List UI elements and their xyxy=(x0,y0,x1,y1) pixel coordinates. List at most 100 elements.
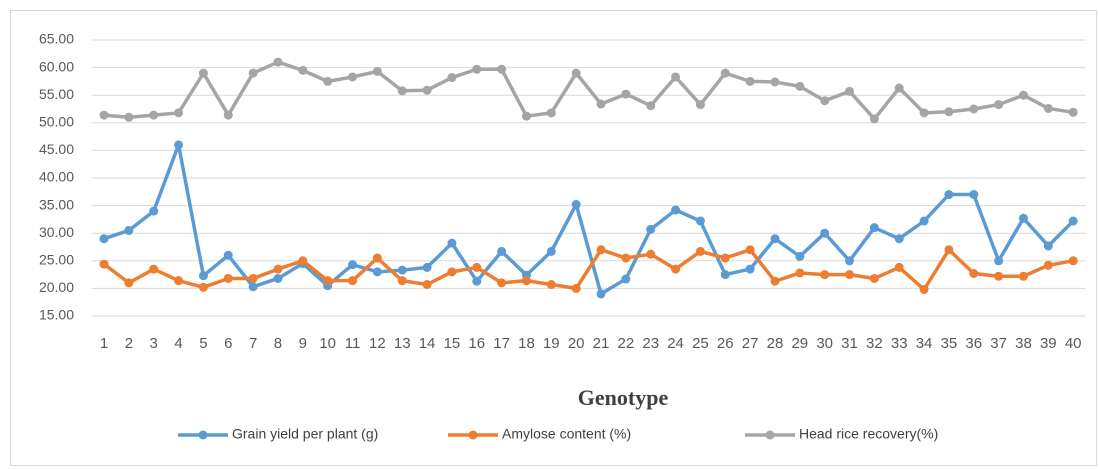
data-point xyxy=(820,96,830,106)
data-point xyxy=(795,81,805,91)
data-point xyxy=(546,108,556,118)
x-tick-label: 25 xyxy=(692,335,709,352)
data-point xyxy=(223,110,233,120)
data-point xyxy=(422,280,432,290)
x-tick-label: 36 xyxy=(965,335,982,352)
data-point xyxy=(198,271,208,281)
x-tick-label: 40 xyxy=(1065,335,1082,352)
data-point xyxy=(994,100,1004,110)
data-point xyxy=(869,273,879,283)
x-tick-label: 38 xyxy=(1015,335,1032,352)
series-line xyxy=(102,248,1074,292)
x-tick-label: 9 xyxy=(299,335,307,352)
data-point xyxy=(820,228,830,238)
data-point xyxy=(124,278,134,288)
data-point xyxy=(720,68,730,78)
series-line xyxy=(103,143,1075,296)
legend-label: Head rice recovery(%) xyxy=(799,426,938,442)
data-point xyxy=(298,256,308,266)
x-tick-label: 34 xyxy=(916,335,933,352)
data-point xyxy=(472,276,482,286)
data-point xyxy=(248,273,258,283)
data-point xyxy=(596,245,606,255)
data-point xyxy=(894,83,904,93)
x-tick-label: 15 xyxy=(444,335,461,352)
data-point xyxy=(944,245,954,255)
data-point xyxy=(745,264,755,274)
x-tick-label: 31 xyxy=(841,335,858,352)
data-point xyxy=(596,289,606,299)
x-tick-label: 24 xyxy=(667,335,684,352)
data-point xyxy=(472,64,482,74)
x-tick-label: 39 xyxy=(1040,335,1057,352)
data-point xyxy=(571,283,581,293)
data-point xyxy=(944,190,954,200)
data-point xyxy=(99,234,109,244)
data-point xyxy=(149,264,159,274)
data-point xyxy=(944,107,954,117)
data-point xyxy=(174,140,184,150)
data-point xyxy=(521,111,531,121)
data-point xyxy=(621,253,631,263)
data-point xyxy=(124,112,134,122)
data-point xyxy=(795,251,805,261)
data-point xyxy=(1018,90,1028,100)
data-point xyxy=(422,262,432,272)
data-point xyxy=(994,271,1004,281)
data-point xyxy=(621,274,631,284)
data-point xyxy=(671,72,681,82)
data-point xyxy=(99,110,109,120)
data-point xyxy=(770,234,780,244)
x-tick-label: 17 xyxy=(493,335,510,352)
data-point xyxy=(1043,241,1053,251)
data-point xyxy=(248,282,258,292)
data-point xyxy=(248,68,258,78)
data-point xyxy=(1018,271,1028,281)
data-point xyxy=(372,253,382,263)
data-point xyxy=(546,246,556,256)
data-point xyxy=(273,264,283,274)
y-tick-label: 55.00 xyxy=(39,86,74,102)
data-point xyxy=(521,276,531,286)
data-point xyxy=(99,259,109,269)
data-point xyxy=(671,205,681,215)
data-point xyxy=(397,265,407,275)
data-point xyxy=(1068,256,1078,266)
data-point xyxy=(919,285,929,295)
x-tick-label: 19 xyxy=(543,335,560,352)
data-point xyxy=(174,276,184,286)
data-point xyxy=(894,262,904,272)
data-point xyxy=(546,280,556,290)
x-tick-label: 20 xyxy=(568,335,585,352)
x-axis-title: Genotype xyxy=(578,385,669,410)
data-point xyxy=(348,72,358,82)
data-point xyxy=(497,246,507,256)
data-point xyxy=(571,199,581,209)
legend-marker xyxy=(198,430,208,440)
x-tick-label: 22 xyxy=(618,335,635,352)
x-tick-label: 4 xyxy=(174,335,182,352)
data-point xyxy=(447,73,457,83)
data-point xyxy=(894,234,904,244)
chart-border xyxy=(10,10,1097,466)
data-point xyxy=(969,104,979,114)
y-tick-label: 50.00 xyxy=(39,114,74,130)
data-point xyxy=(695,246,705,256)
x-tick-label: 2 xyxy=(125,335,133,352)
x-tick-label: 16 xyxy=(468,335,485,352)
data-point xyxy=(621,89,631,99)
y-tick-label: 30.00 xyxy=(39,224,74,240)
data-point xyxy=(323,76,333,86)
data-point xyxy=(174,108,184,118)
x-tick-label: 7 xyxy=(249,335,257,352)
data-point xyxy=(348,276,358,286)
data-point xyxy=(1068,216,1078,226)
x-tick-label: 23 xyxy=(642,335,659,352)
data-point xyxy=(869,114,879,124)
data-point xyxy=(273,57,283,67)
x-tick-label: 27 xyxy=(742,335,759,352)
data-point xyxy=(969,268,979,278)
x-tick-label: 18 xyxy=(518,335,535,352)
